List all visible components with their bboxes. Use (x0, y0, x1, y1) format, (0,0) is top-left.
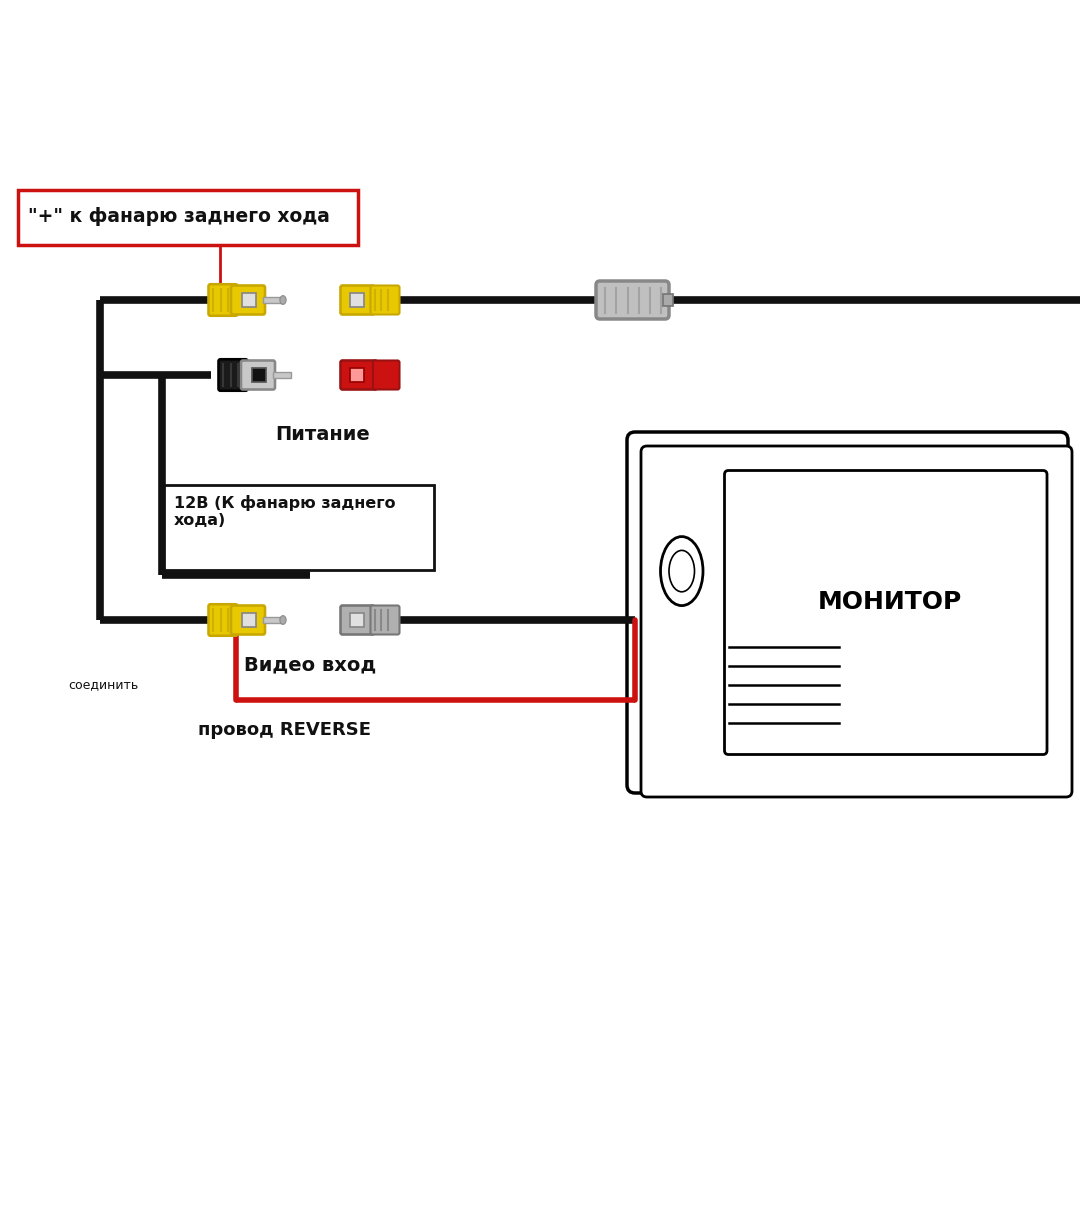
Text: Питание: Питание (275, 426, 370, 445)
Text: МОНИТОР: МОНИТОР (818, 590, 962, 614)
FancyBboxPatch shape (370, 286, 400, 315)
FancyBboxPatch shape (164, 485, 434, 570)
FancyBboxPatch shape (340, 606, 375, 635)
Bar (273, 372, 291, 378)
FancyBboxPatch shape (642, 446, 1072, 796)
Text: Видео вход: Видео вход (244, 655, 376, 675)
FancyBboxPatch shape (627, 432, 1068, 793)
Ellipse shape (280, 295, 286, 304)
FancyBboxPatch shape (241, 360, 275, 389)
FancyBboxPatch shape (725, 471, 1047, 754)
Bar (264, 297, 283, 303)
Bar (242, 613, 256, 627)
FancyBboxPatch shape (18, 190, 357, 244)
FancyBboxPatch shape (370, 606, 400, 635)
Bar (350, 293, 364, 306)
Ellipse shape (280, 615, 286, 624)
Bar (252, 368, 266, 382)
Text: "+" к фанарю заднего хода: "+" к фанарю заднего хода (28, 208, 329, 226)
Bar (242, 293, 256, 306)
FancyBboxPatch shape (218, 359, 247, 390)
FancyBboxPatch shape (596, 281, 669, 319)
Bar (350, 613, 364, 627)
FancyBboxPatch shape (373, 360, 400, 389)
Bar (264, 617, 283, 623)
FancyBboxPatch shape (208, 285, 238, 316)
Text: 12В (К фанарю заднего
хода): 12В (К фанарю заднего хода) (174, 495, 395, 529)
Ellipse shape (661, 536, 703, 606)
FancyBboxPatch shape (231, 606, 265, 635)
FancyBboxPatch shape (340, 286, 375, 315)
Ellipse shape (669, 551, 694, 592)
Text: соединить: соединить (68, 679, 138, 692)
Bar (350, 368, 364, 382)
FancyBboxPatch shape (340, 360, 377, 389)
Text: провод REVERSE: провод REVERSE (199, 721, 372, 739)
Bar (662, 294, 673, 306)
FancyBboxPatch shape (231, 286, 265, 315)
FancyBboxPatch shape (208, 604, 238, 636)
